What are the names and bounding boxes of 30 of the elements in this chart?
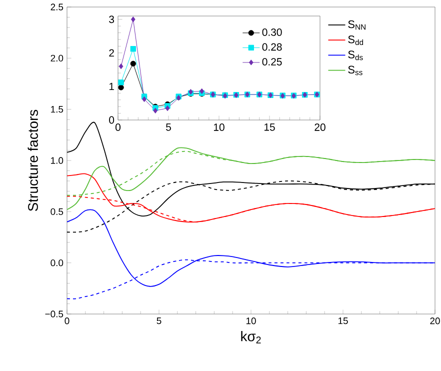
x-tick-label: 15 (264, 124, 275, 131)
x-tick-label: 10 (246, 318, 256, 324)
x-tick-label: 20 (430, 318, 440, 324)
legend-label: S$_{ds}$ (348, 50, 363, 60)
y-axis-title: Structure factors (28, 110, 38, 212)
y-tick-label: 2 (109, 49, 114, 57)
y-tick-label: 3 (109, 16, 114, 24)
legend-label: 0.25 (262, 58, 282, 66)
x-tick-label: 10 (214, 124, 224, 131)
y-tick-label: 2.5 (50, 4, 64, 10)
x-axis-title: kσ$_{2}$ (241, 331, 261, 344)
y-tick-label: 0 (109, 116, 114, 124)
legend-label: S$_{ss}$ (348, 66, 362, 76)
y-tick-label: −0.5 (45, 310, 64, 318)
legend-label: S$_{dd}$ (348, 36, 364, 46)
legend-label: 0.30 (262, 28, 282, 36)
y-tick-label: 1.5 (51, 106, 64, 113)
x-tick-label: 0 (64, 318, 70, 324)
x-tick-label: 5 (166, 124, 171, 131)
y-tick-label: 0.0 (50, 259, 64, 266)
x-tick-label: 5 (156, 318, 162, 324)
y-tick-label: 1 (109, 82, 114, 90)
x-tick-label: 15 (338, 318, 348, 324)
y-tick-label: 0.5 (50, 208, 64, 216)
y-tick-label: 1.0 (51, 157, 64, 164)
y-tick-label: 2.0 (50, 54, 64, 62)
x-tick-label: 20 (314, 124, 326, 131)
x-tick-label: 0 (116, 124, 120, 131)
legend-label: S$_{NN}$ (348, 20, 366, 30)
legend-label: 0.28 (262, 43, 282, 51)
